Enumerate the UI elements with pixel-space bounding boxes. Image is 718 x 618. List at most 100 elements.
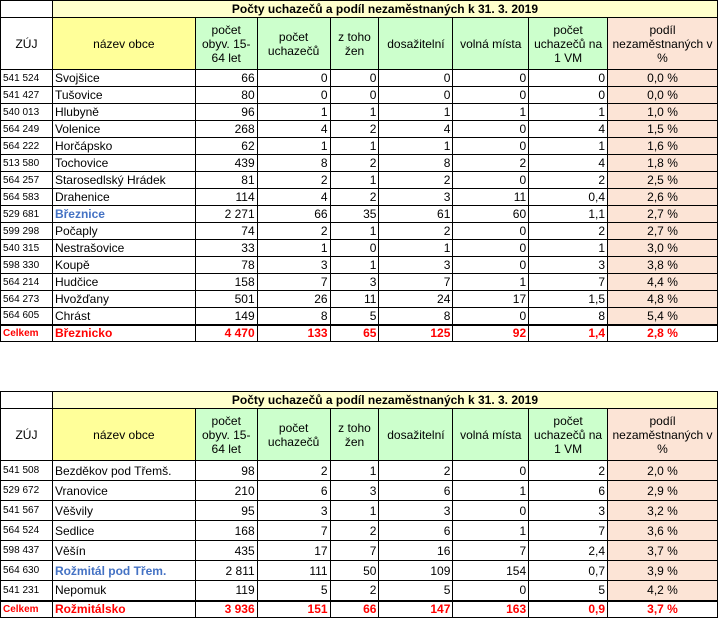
table-row: 564 257 Starosedlský Hrádek 81 2 1 2 0 2 2,5 % <box>0 171 718 189</box>
cell-uchazecu-na-vm: 2 <box>528 460 609 481</box>
cell-obec-name: Rožmitálsko <box>51 599 196 618</box>
cell-pocet-obyv: 268 <box>194 120 258 138</box>
cell-uchazecu-na-vm: 7 <box>528 520 609 541</box>
cell-volna-mista: 0 <box>452 120 530 138</box>
cell-z-toho-zen: 1 <box>329 103 380 121</box>
cell-zuj-code: 564 273 <box>0 290 53 308</box>
cell-podil: 5,4 % <box>607 307 718 325</box>
cell-volna-mista: 0 <box>452 500 530 521</box>
table-row: 540 013 Hlubyně 96 1 1 1 1 1 1,0 % <box>0 103 718 121</box>
total-row: Celkem Rožmitálsko 3 936 151 66 147 163 0,9 3,7 … <box>0 599 718 618</box>
cell-dosazitelni: 8 <box>378 307 454 325</box>
cell-pocet-obyv: 168 <box>194 520 258 541</box>
cell-volna-mista: 92 <box>452 323 530 342</box>
cell-volna-mista: 7 <box>452 540 530 561</box>
cell-dosazitelni: 0 <box>378 69 454 87</box>
title-blank-cell <box>0 0 53 18</box>
cell-z-toho-zen: 2 <box>329 120 380 138</box>
cell-uchazecu-na-vm: 2,4 <box>528 540 609 561</box>
cell-pocet-obyv: 98 <box>194 460 258 481</box>
cell-zuj-code: 564 630 <box>0 560 53 581</box>
header-uchazecu-na-vm: počet uchazečů na 1 VM <box>528 17 609 70</box>
cell-pocet-obyv: 78 <box>194 256 258 274</box>
cell-dosazitelni: 8 <box>378 154 454 172</box>
cell-obec-name: Bezděkov pod Třemš. <box>51 460 196 481</box>
cell-dosazitelni: 1 <box>378 239 454 257</box>
cell-z-toho-zen: 35 <box>329 205 380 223</box>
cell-pocet-obyv: 2 811 <box>194 560 258 581</box>
cell-pocet-uchazecu: 2 <box>256 171 331 189</box>
cell-podil: 2,7 % <box>607 222 718 240</box>
cell-uchazecu-na-vm: 0,9 <box>528 599 609 618</box>
cell-obec-name: Drahenice <box>51 188 196 206</box>
cell-dosazitelni: 3 <box>378 188 454 206</box>
cell-pocet-uchazecu: 133 <box>256 323 331 342</box>
cell-zuj-code: 540 013 <box>0 103 53 121</box>
cell-podil: 2,0 % <box>607 460 718 481</box>
cell-dosazitelni: 24 <box>378 290 454 308</box>
table-row: 529 681 Březnice 2 271 66 35 61 60 1,1 2,7 % <box>0 205 718 223</box>
cell-volna-mista: 11 <box>452 188 530 206</box>
cell-zuj-code: 529 681 <box>0 205 53 223</box>
cell-z-toho-zen: 7 <box>329 540 380 561</box>
cell-volna-mista: 0 <box>452 222 530 240</box>
cell-podil: 3,8 % <box>607 256 718 274</box>
cell-dosazitelni: 5 <box>378 580 454 601</box>
cell-podil: 1,0 % <box>607 103 718 121</box>
cell-pocet-obyv: 95 <box>194 500 258 521</box>
cell-obec-name: Svojšice <box>51 69 196 87</box>
cell-podil: 3,2 % <box>607 500 718 521</box>
cell-dosazitelni: 2 <box>378 171 454 189</box>
table-row: 564 524 Sedlice 168 7 2 6 1 7 3,6 % <box>0 520 718 541</box>
cell-zuj-code: 541 524 <box>0 69 53 87</box>
cell-pocet-uchazecu: 0 <box>256 86 331 104</box>
cell-zuj-code: 564 222 <box>0 137 53 155</box>
cell-uchazecu-na-vm: 2 <box>528 171 609 189</box>
cell-podil: 3,7 % <box>607 540 718 561</box>
table-row: 599 298 Počaply 74 2 1 2 0 2 2,7 % <box>0 222 718 240</box>
header-z-toho-zen: z toho žen <box>329 17 380 70</box>
cell-pocet-obyv: 435 <box>194 540 258 561</box>
header-zuj: ZÚJ <box>0 17 53 70</box>
cell-uchazecu-na-vm: 7 <box>528 273 609 291</box>
cell-obec-name: Starosedlský Hrádek <box>51 171 196 189</box>
cell-zuj-code: 529 672 <box>0 480 53 501</box>
cell-uchazecu-na-vm: 1 <box>528 103 609 121</box>
cell-zuj-code: 564 583 <box>0 188 53 206</box>
cell-podil: 2,8 % <box>607 323 718 342</box>
table-row: 564 214 Hudčice 158 7 3 7 1 7 4,4 % <box>0 273 718 291</box>
cell-obec-name: Volenice <box>51 120 196 138</box>
cell-obec-name: Chrást <box>51 307 196 325</box>
cell-obec-name: Rožmitál pod Třem. <box>51 560 196 581</box>
cell-podil: 1,8 % <box>607 154 718 172</box>
title-row: Počty uchazečů a podíl nezaměstnaných k … <box>0 0 718 18</box>
cell-dosazitelni: 7 <box>378 273 454 291</box>
cell-obec-name: Hudčice <box>51 273 196 291</box>
table-row: 564 273 Hvožďany 501 26 11 24 17 1,5 4,8 % <box>0 290 718 308</box>
cell-zuj-code: Celkem <box>0 599 53 618</box>
cell-obec-name: Koupě <box>51 256 196 274</box>
cell-uchazecu-na-vm: 1 <box>528 137 609 155</box>
cell-uchazecu-na-vm: 3 <box>528 500 609 521</box>
cell-podil: 3,0 % <box>607 239 718 257</box>
cell-volna-mista: 1 <box>452 273 530 291</box>
cell-zuj-code: 599 298 <box>0 222 53 240</box>
cell-z-toho-zen: 2 <box>329 580 380 601</box>
cell-dosazitelni: 125 <box>378 323 454 342</box>
cell-podil: 1,5 % <box>607 120 718 138</box>
cell-podil: 4,2 % <box>607 580 718 601</box>
cell-pocet-uchazecu: 2 <box>256 460 331 481</box>
cell-z-toho-zen: 50 <box>329 560 380 581</box>
cell-uchazecu-na-vm: 1,1 <box>528 205 609 223</box>
header-pocet-obyv: počet obyv. 15-64 let <box>194 408 258 461</box>
table-rozmitalsko: Počty uchazečů a podíl nezaměstnaných k … <box>0 391 718 618</box>
cell-pocet-obyv: 439 <box>194 154 258 172</box>
cell-z-toho-zen: 65 <box>329 323 380 342</box>
cell-uchazecu-na-vm: 0 <box>528 69 609 87</box>
cell-pocet-uchazecu: 17 <box>256 540 331 561</box>
header-row: ZÚJ název obce počet obyv. 15-64 let poč… <box>0 17 718 70</box>
cell-dosazitelni: 2 <box>378 460 454 481</box>
cell-pocet-obyv: 74 <box>194 222 258 240</box>
table-body-1: Počty uchazečů a podíl nezaměstnaných k … <box>0 0 718 342</box>
header-dosazitelni: dosažitelní <box>378 17 454 70</box>
